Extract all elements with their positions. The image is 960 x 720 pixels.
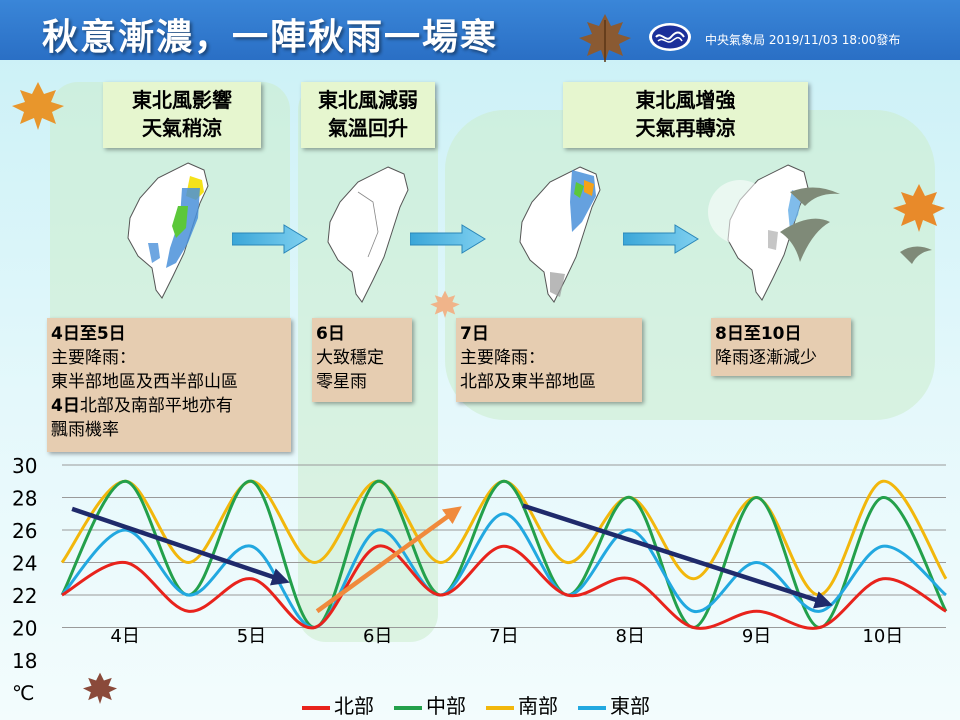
- y-tick-label: 18: [12, 649, 37, 673]
- page-title: 秋意漸濃，一陣秋雨一場寒: [42, 17, 499, 58]
- legend-item: 東部: [578, 690, 650, 719]
- note-line: 飄雨機率: [51, 420, 119, 440]
- maple-leaf-icon: [893, 184, 945, 232]
- period-heading-3: 東北風增強 天氣再轉涼: [563, 82, 808, 148]
- maple-leaf-icon: [82, 672, 118, 705]
- x-tick-label: 9日: [742, 626, 771, 647]
- heading-line: 東北風增強: [635, 88, 736, 112]
- legend-item: 南部: [486, 690, 558, 719]
- y-tick-label: 30: [12, 454, 37, 478]
- x-tick-label: 4日: [110, 626, 139, 647]
- taiwan-map-icon: [327, 166, 409, 303]
- annotation-layer: [71, 503, 833, 614]
- note-line: 降雨逐漸減少: [715, 348, 817, 368]
- legend-item: 中部: [394, 690, 466, 719]
- note-line: 大致穩定: [316, 348, 384, 368]
- series-layer: [60, 479, 948, 630]
- note-date: 4日至5日: [51, 324, 126, 344]
- y-tick-label: 20: [12, 617, 37, 641]
- note-line: 東半部地區及西半部山區: [51, 372, 238, 392]
- label-layer: 30 28 26 24 22 20 18 ℃ 4日 5日 6日 7日 8日 9日 10日: [12, 454, 903, 705]
- taiwan-map-icon: [519, 166, 601, 303]
- note-box-4: 8日至10日 降雨逐漸減少: [711, 318, 851, 376]
- note-date: 6日: [316, 324, 345, 344]
- x-tick-label: 8日: [616, 626, 645, 647]
- trend-arrow: [71, 506, 290, 586]
- series-line-0: [61, 544, 947, 630]
- note-line: 主要降雨：: [460, 348, 545, 368]
- note-line: 北部及東半部地區: [460, 372, 596, 392]
- heading-line: 天氣再轉涼: [635, 116, 736, 140]
- right-arrow-icon: [232, 224, 308, 254]
- note-date: 7日: [460, 324, 489, 344]
- temperature-chart: 30 28 26 24 22 20 18 ℃ 4日 5日 6日 7日 8日 9日 10日: [12, 454, 948, 705]
- trend-arrow: [315, 506, 462, 614]
- legend-swatch: [486, 705, 514, 710]
- maple-leaf-icon: [12, 82, 64, 130]
- note-box-1: 4日至5日 主要降雨： 東半部地區及西半部山區 4日北部及南部平地亦有 飄雨機率: [47, 318, 291, 452]
- legend-swatch: [394, 705, 422, 710]
- legend-swatch: [302, 705, 330, 710]
- cwb-logo-icon: [649, 23, 691, 51]
- header-bar: 秋意漸濃，一陣秋雨一場寒 中央氣象局 2019/11/03 18:00發布: [0, 0, 960, 60]
- period-heading-1: 東北風影響 天氣稍涼: [103, 82, 261, 148]
- issuer-timestamp: 中央氣象局 2019/11/03 18:00發布: [705, 33, 901, 47]
- note-line: 4日北部及南部平地亦有: [51, 394, 287, 418]
- y-tick-label: 28: [12, 487, 37, 511]
- x-tick-label: 10日: [862, 626, 903, 647]
- y-axis-unit: ℃: [12, 681, 34, 705]
- heading-line: 天氣稍涼: [142, 116, 222, 140]
- note-bold-date: 4日: [51, 396, 80, 416]
- x-tick-label: 7日: [489, 626, 518, 647]
- note-line: 零星雨: [316, 372, 367, 392]
- note-line: 主要降雨：: [51, 348, 136, 368]
- x-tick-label: 6日: [363, 626, 392, 647]
- heading-line: 氣溫回升: [328, 116, 408, 140]
- series-line-2: [60, 479, 948, 597]
- note-box-2: 6日 大致穩定 零星雨: [312, 318, 412, 402]
- legend-label: 東部: [610, 694, 650, 718]
- trend-arrow: [522, 503, 833, 609]
- legend-label: 南部: [518, 694, 558, 718]
- y-tick-label: 26: [12, 519, 37, 543]
- taiwan-map-icon: [127, 162, 209, 299]
- note-text: 北部及南部平地亦有: [79, 396, 233, 416]
- heading-line: 東北風減弱: [318, 88, 418, 112]
- y-tick-label: 22: [12, 584, 37, 608]
- maple-leaf-icon: [579, 14, 631, 62]
- legend-label: 北部: [334, 694, 374, 718]
- legend-item: 北部: [302, 690, 374, 719]
- series-line-1: [60, 479, 948, 630]
- period-heading-2: 東北風減弱 氣溫回升: [301, 82, 435, 148]
- heading-line: 東北風影響: [132, 88, 232, 112]
- legend-swatch: [578, 705, 606, 710]
- x-tick-label: 5日: [237, 626, 266, 647]
- legend-label: 中部: [426, 694, 466, 718]
- bird-icon: [708, 180, 932, 264]
- maple-leaf-icon: [430, 290, 460, 318]
- y-tick-label: 24: [12, 552, 37, 576]
- right-arrow-icon: [623, 224, 699, 254]
- note-date: 8日至10日: [715, 324, 802, 344]
- note-box-3: 7日 主要降雨： 北部及東半部地區: [456, 318, 642, 402]
- right-arrow-icon: [410, 224, 486, 254]
